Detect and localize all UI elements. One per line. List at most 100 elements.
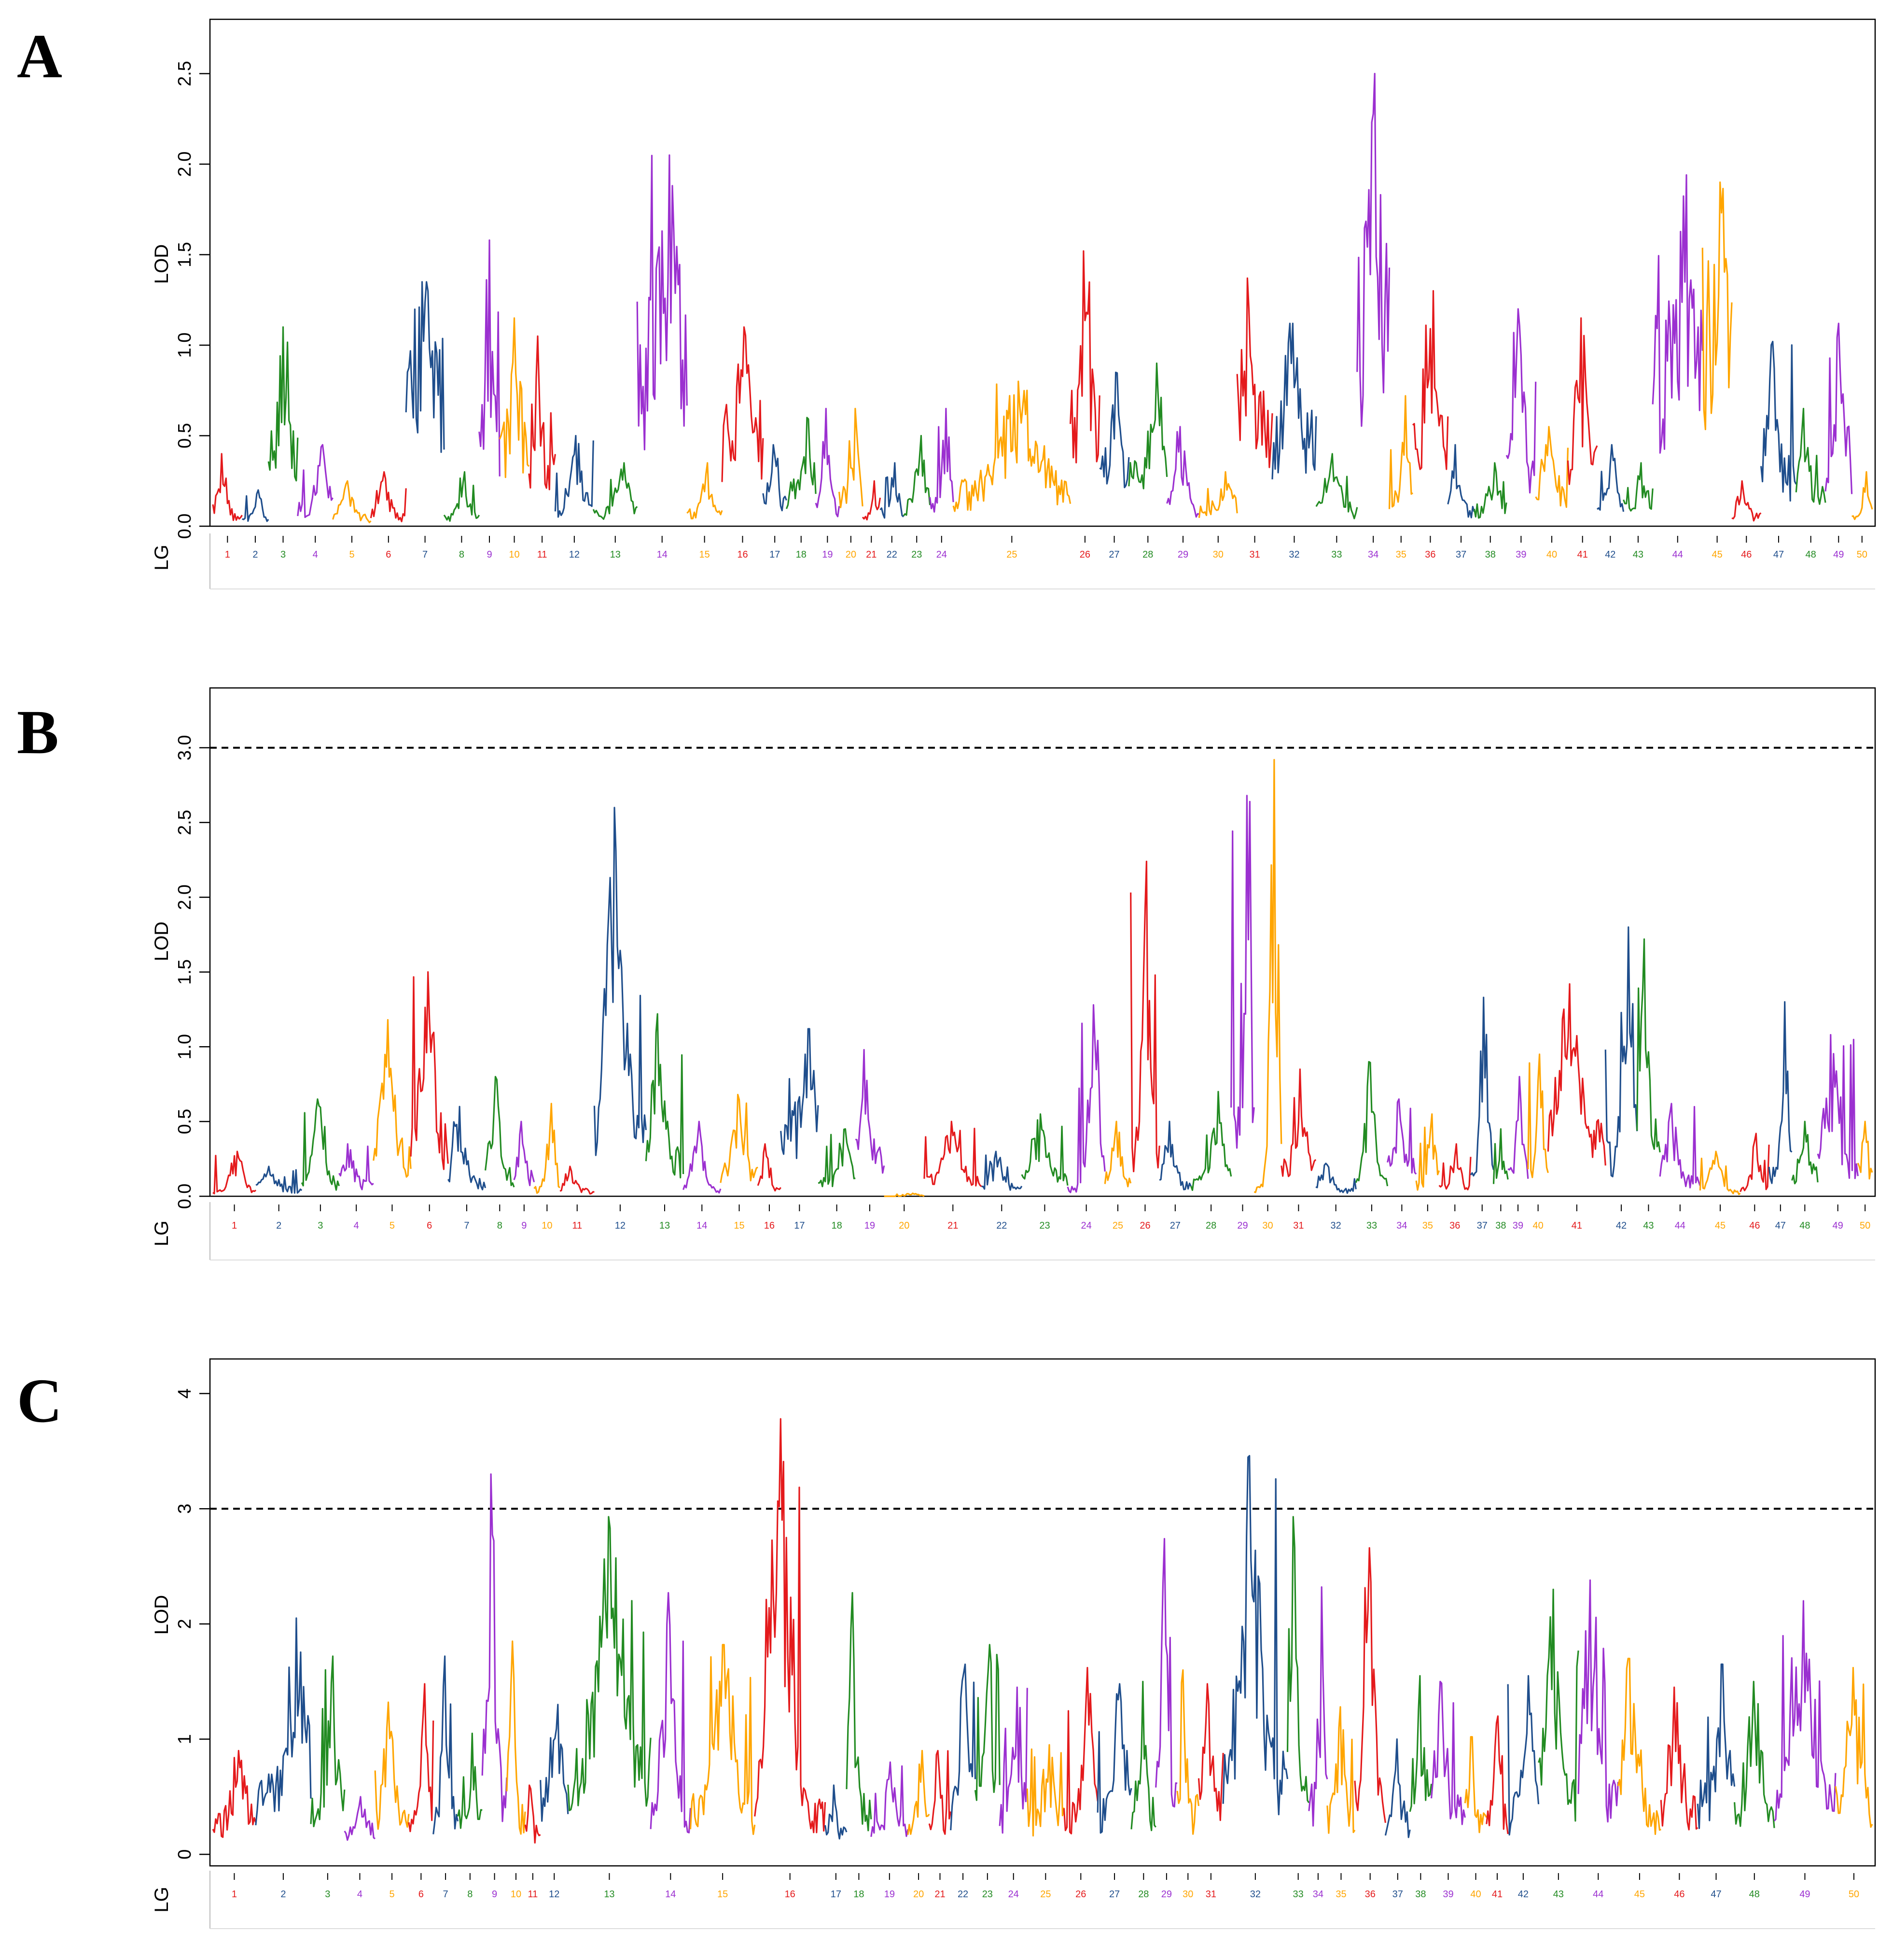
lg-label: 2 bbox=[280, 1889, 286, 1900]
lg-label: 16 bbox=[764, 1220, 775, 1231]
y-tick-label: 2.5 bbox=[175, 810, 195, 835]
lod-trace-lg-17 bbox=[780, 1028, 819, 1159]
lg-label: 29 bbox=[1237, 1220, 1248, 1231]
lod-trace-lg-43 bbox=[1636, 938, 1661, 1153]
lod-trace-lg-19 bbox=[855, 1049, 885, 1174]
lod-trace-lg-42 bbox=[1596, 444, 1625, 512]
lg-label: 32 bbox=[1331, 1220, 1341, 1231]
lod-trace-lg-9 bbox=[481, 1473, 508, 1822]
lod-trace-lg-34 bbox=[1308, 1586, 1328, 1827]
lg-label: 13 bbox=[610, 549, 621, 560]
y-tick-label: 3.0 bbox=[175, 735, 195, 760]
lod-trace-lg-43 bbox=[1538, 1588, 1579, 1822]
lod-trace-lg-2 bbox=[242, 489, 269, 522]
lod-trace-lg-27 bbox=[1097, 1683, 1132, 1834]
lg-label: 13 bbox=[604, 1889, 614, 1900]
lg-label: 19 bbox=[864, 1220, 875, 1231]
lod-trace-lg-8 bbox=[485, 1076, 515, 1188]
panel-b-chart: B LOD LG 0.00.51.01.52.02.53.01 2 3 4 5 6 7 8 9 1… bbox=[17, 687, 1876, 1260]
lod-trace-lg-4 bbox=[297, 444, 334, 518]
lg-label: 20 bbox=[899, 1220, 909, 1231]
lg-label: 15 bbox=[734, 1220, 744, 1231]
lod-trace-lg-14 bbox=[650, 1592, 692, 1834]
lg-label: 44 bbox=[1593, 1889, 1603, 1900]
lod-trace-lg-40 bbox=[1464, 1736, 1488, 1834]
lod-trace-lg-38 bbox=[1473, 462, 1507, 519]
lod-trace-lg-20 bbox=[884, 1192, 925, 1197]
lod-trace-lg-8 bbox=[457, 1733, 483, 1829]
lod-trace-lg-11 bbox=[559, 1165, 595, 1195]
lod-trace-lg-16 bbox=[757, 1143, 781, 1192]
lg-label: 6 bbox=[427, 1220, 432, 1231]
lg-label: 21 bbox=[947, 1220, 958, 1231]
lg-label: 19 bbox=[884, 1889, 895, 1900]
y-tick-label: 1.5 bbox=[175, 242, 195, 267]
panel-c-letter: C bbox=[17, 1366, 62, 1436]
lod-trace-lg-7 bbox=[447, 1106, 487, 1190]
lod-trace-lg-33 bbox=[1286, 1516, 1310, 1804]
lod-trace-lg-33 bbox=[1315, 453, 1358, 519]
lg-label: 42 bbox=[1616, 1220, 1627, 1231]
lod-trace-lg-14 bbox=[636, 154, 688, 450]
lod-trace-lg-3 bbox=[301, 1098, 340, 1191]
lod-trace-lg-49 bbox=[1817, 1034, 1859, 1179]
lg-label: 48 bbox=[1806, 549, 1816, 560]
lg-label: 45 bbox=[1715, 1220, 1726, 1231]
lod-trace-lg-15 bbox=[689, 1644, 756, 1835]
lg-label: 32 bbox=[1250, 1889, 1261, 1900]
lod-trace-lg-38 bbox=[1492, 1128, 1509, 1184]
lg-label: 37 bbox=[1392, 1889, 1403, 1900]
lg-label: 46 bbox=[1674, 1889, 1684, 1900]
lod-trace-lg-45 bbox=[1617, 1657, 1661, 1835]
lg-label: 48 bbox=[1749, 1889, 1760, 1900]
lod-trace-lg-2 bbox=[255, 1165, 303, 1194]
lod-trace-lg-3 bbox=[267, 326, 299, 482]
y-tick-label: 1 bbox=[175, 1734, 195, 1744]
y-tick-label: 3 bbox=[175, 1504, 195, 1514]
lg-label: 12 bbox=[569, 549, 580, 560]
lg-label: 11 bbox=[537, 549, 547, 560]
lod-trace-lg-29 bbox=[1155, 1538, 1178, 1808]
lod-trace-lg-9 bbox=[478, 239, 501, 476]
lg-label: 24 bbox=[1008, 1889, 1019, 1900]
lg-label: 6 bbox=[386, 549, 391, 560]
lg-label: 18 bbox=[831, 1220, 842, 1231]
lg-label: 18 bbox=[853, 1889, 864, 1900]
lg-label: 34 bbox=[1368, 549, 1378, 560]
lg-label: 4 bbox=[357, 1889, 362, 1900]
y-tick-label: 1.5 bbox=[175, 959, 195, 985]
lg-label: 40 bbox=[1546, 549, 1557, 560]
lg-label: 48 bbox=[1799, 1220, 1810, 1231]
lod-trace-lg-25 bbox=[952, 380, 1072, 512]
lod-trace-lg-37 bbox=[1447, 444, 1475, 518]
lg-label: 16 bbox=[737, 549, 748, 560]
lg-label: 1 bbox=[225, 549, 230, 560]
lod-trace-lg-44 bbox=[1659, 1103, 1701, 1189]
lod-trace-lg-24 bbox=[999, 1686, 1028, 1834]
lod-trace-lg-6 bbox=[408, 1683, 434, 1833]
lg-label: 10 bbox=[509, 549, 519, 560]
lod-trace-lg-25 bbox=[1026, 1744, 1065, 1837]
lod-trace-lg-26 bbox=[1070, 250, 1100, 463]
y-tick-label: 1.0 bbox=[175, 333, 195, 358]
panel-a-ylabel: LOD bbox=[151, 244, 172, 284]
lod-trace-lg-20 bbox=[838, 407, 863, 508]
lg-label: 46 bbox=[1741, 549, 1752, 560]
lg-label: 20 bbox=[846, 549, 856, 560]
lod-trace-lg-25 bbox=[1104, 1120, 1132, 1188]
lg-label: 8 bbox=[459, 549, 464, 560]
lod-trace-lg-5 bbox=[332, 480, 372, 523]
lg-label: 41 bbox=[1577, 549, 1588, 560]
lod-trace-lg-48 bbox=[1795, 407, 1826, 505]
lod-trace-lg-36 bbox=[1438, 1143, 1472, 1190]
lod-trace-lg-50 bbox=[1857, 1120, 1873, 1180]
lod-trace-lg-2 bbox=[255, 1617, 312, 1825]
y-tick-label: 0.0 bbox=[175, 1184, 195, 1209]
lod-trace-lg-1 bbox=[212, 1750, 257, 1838]
y-tick-label: 2 bbox=[175, 1619, 195, 1629]
lg-label: 15 bbox=[717, 1889, 728, 1900]
lod-trace-lg-29 bbox=[1230, 795, 1255, 1149]
lg-label: 12 bbox=[615, 1220, 626, 1231]
lod-trace-lg-17 bbox=[824, 1784, 848, 1840]
lg-label: 43 bbox=[1553, 1889, 1564, 1900]
